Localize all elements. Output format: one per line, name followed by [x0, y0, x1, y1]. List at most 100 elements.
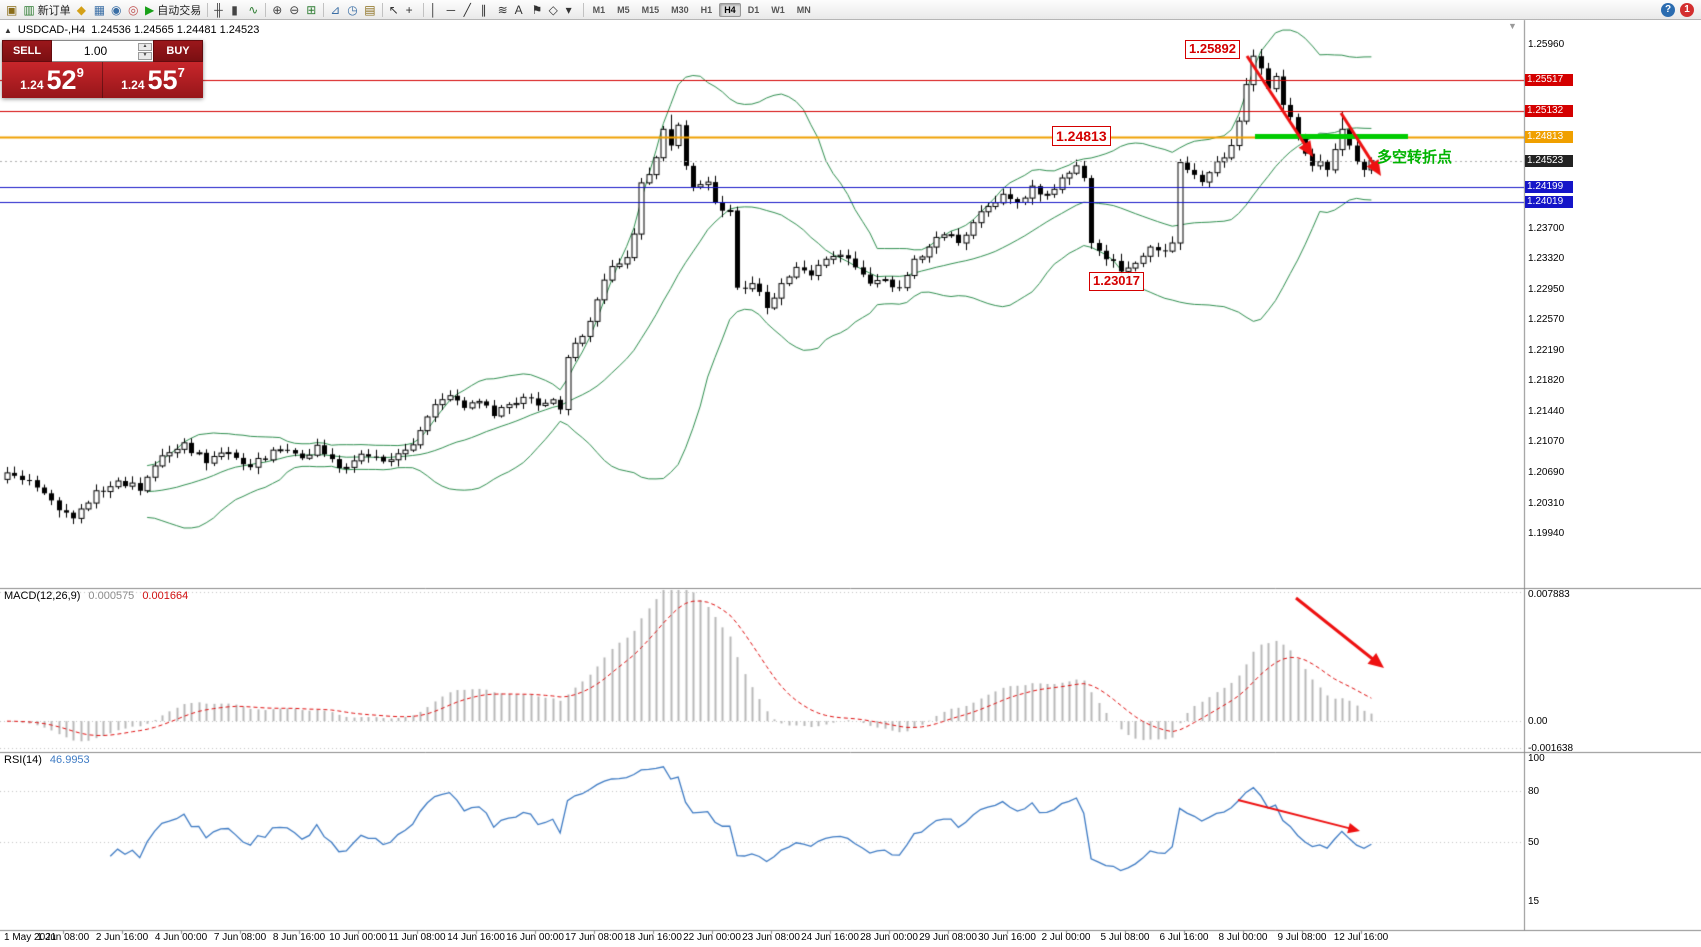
cursor-icon: ↖	[388, 2, 399, 17]
price-axis-label: 1.22190	[1528, 345, 1565, 357]
timeframe-m15-button[interactable]: M15	[637, 3, 665, 17]
rsi-indicator-label: RSI(14) 46.9953	[4, 754, 90, 766]
time-axis-label: 2 Jun 16:00	[95, 932, 149, 943]
shapes-button[interactable]: ◇	[546, 1, 563, 18]
time-axis-label: 24 Jun 16:00	[801, 932, 859, 943]
notification-badge[interactable]: 1	[1680, 2, 1694, 17]
time-axis-label: 18 Jun 16:00	[624, 932, 682, 943]
label-button[interactable]: ⚑	[529, 1, 546, 18]
time-axis-label: 1 Jun 08:00	[36, 932, 90, 943]
text-button[interactable]: A	[512, 1, 529, 18]
volume-up-button[interactable]: ▲	[138, 42, 152, 51]
bar-chart-mode-button[interactable]: ╫	[211, 1, 228, 18]
zoom-out-icon: ⊖	[289, 2, 300, 17]
time-axis-label: 4 Jun 00:00	[154, 932, 208, 943]
indicators-icon: ⊿	[330, 2, 341, 17]
data-window-button[interactable]: ▦	[91, 1, 108, 18]
help-badge[interactable]: ?	[1661, 2, 1675, 17]
price-axis-label: 1.22570	[1528, 314, 1565, 326]
crosshair-icon: +	[405, 2, 413, 17]
periods-icon: ◷	[347, 2, 358, 17]
vertical-line-button[interactable]: │	[427, 1, 444, 18]
channel-button[interactable]: ∥	[478, 1, 495, 18]
compass-icon: ◆	[76, 2, 86, 17]
buy-price-sup: 7	[177, 65, 185, 80]
horizontal-line-button[interactable]: ─	[444, 1, 461, 18]
arrows-dropdown-button[interactable]: ▾	[563, 1, 580, 18]
timeframe-mn-button[interactable]: MN	[792, 3, 816, 17]
text-icon: A	[514, 2, 523, 17]
timeframe-m1-button[interactable]: M1	[588, 3, 611, 17]
sound-button[interactable]: ◉	[108, 1, 125, 18]
macd-axis-label: -0.001638	[1528, 743, 1574, 754]
tile-windows-button[interactable]: ⊞	[303, 1, 320, 18]
toolbar-buttons: ▣ ▥ 新订单 ◆ ▦ ◉ ◎ ▶ 自动交易 ╫ ▮ ∿ ⊕ ⊖ ⊞ ⊿ ◷ ▤ ↖ + │ ─ ╱ ∥ ≋ A ⚑ ◇ ▾	[3, 1, 587, 18]
symbol-trend-icon: ▲	[4, 25, 12, 35]
price-annotation-label[interactable]: 1.23017	[1089, 272, 1144, 291]
fibonacci-button[interactable]: ≋	[495, 1, 512, 18]
timeframe-h4-button[interactable]: H4	[719, 2, 741, 17]
new-order-button[interactable]: ▥ 新订单	[20, 1, 73, 18]
price-axis-label: 1.20690	[1528, 467, 1565, 479]
time-axis-label: 9 Jul 08:00	[1277, 932, 1327, 943]
buy-button[interactable]: BUY	[153, 40, 203, 62]
toolbar-divider	[207, 2, 209, 17]
chart-window-button[interactable]: ▣	[3, 1, 20, 18]
time-axis-label: 8 Jul 00:00	[1218, 932, 1268, 943]
macd-label: MACD(12,26,9)	[4, 590, 81, 602]
price-axis-label: 1.20310	[1528, 497, 1565, 509]
timeframe-h1-button[interactable]: H1	[696, 3, 718, 17]
time-axis-label: 28 Jun 00:00	[860, 932, 918, 943]
templates-button[interactable]: ▤	[361, 1, 378, 18]
turning-point-note[interactable]: 多空转折点	[1377, 149, 1453, 166]
toolbar-divider	[381, 2, 383, 17]
timeframe-m5-button[interactable]: M5	[612, 3, 635, 17]
price-axis-label: 1.23320	[1528, 253, 1565, 265]
zoom-out-button[interactable]: ⊖	[286, 1, 303, 18]
trendline-button[interactable]: ╱	[461, 1, 478, 18]
buy-price[interactable]: 1.24 55 7	[102, 62, 203, 98]
price-annotation-label[interactable]: 1.25892	[1185, 40, 1240, 59]
timeframe-w1-button[interactable]: W1	[766, 3, 790, 17]
crosshair-button[interactable]: +	[403, 1, 420, 18]
timeframe-m30-button[interactable]: M30	[666, 3, 694, 17]
price-tag: 1.24523	[1525, 154, 1573, 167]
price-axis-label: 1.21820	[1528, 375, 1565, 387]
record-icon: ◎	[128, 2, 139, 17]
toolbar-divider	[265, 2, 267, 17]
shapes-icon: ◇	[548, 2, 558, 17]
chevron-down-icon: ▾	[565, 2, 572, 17]
volume-field[interactable]: ▲ ▼	[52, 40, 153, 62]
indicators-button[interactable]: ⊿	[327, 1, 344, 18]
zoom-in-icon: ⊕	[272, 2, 283, 17]
sell-price-sup: 9	[76, 65, 84, 80]
candlestick-mode-button[interactable]: ▮	[228, 1, 245, 18]
new-order-button-label: 新订单	[37, 4, 71, 17]
time-axis-label: 8 Jun 16:00	[272, 932, 326, 943]
line-chart-mode-button[interactable]: ∿	[245, 1, 262, 18]
volume-input[interactable]	[53, 43, 138, 59]
one-click-trading-panel: SELL ▲ ▼ BUY 1.24 52 9 1.24 55 7	[2, 40, 203, 98]
trendline-icon: ╱	[463, 2, 471, 17]
zoom-in-button[interactable]: ⊕	[269, 1, 286, 18]
sell-button[interactable]: SELL	[2, 40, 52, 62]
toolbar-divider	[582, 2, 584, 17]
templates-icon: ▤	[364, 2, 376, 17]
price-axis-label: 1.21070	[1528, 436, 1565, 448]
record-button[interactable]: ◎	[125, 1, 142, 18]
sell-price[interactable]: 1.24 52 9	[2, 62, 102, 98]
time-axis-label: 16 Jun 00:00	[506, 932, 564, 943]
timeframe-d1-button[interactable]: D1	[743, 3, 765, 17]
periods-button[interactable]: ◷	[344, 1, 361, 18]
line-chart-mode-icon: ∿	[248, 2, 259, 17]
rsi-axis-label: 80	[1528, 785, 1540, 797]
cursor-button[interactable]: ↖	[386, 1, 403, 18]
price-annotation-label[interactable]: 1.24813	[1052, 126, 1111, 147]
autotrading-button[interactable]: ▶ 自动交易	[142, 1, 204, 18]
compass-button[interactable]: ◆	[74, 1, 91, 18]
time-axis-label: 23 Jun 08:00	[742, 932, 800, 943]
fibonacci-icon: ≋	[497, 2, 508, 17]
volume-down-button[interactable]: ▼	[138, 51, 152, 60]
price-axis-label: 1.22950	[1528, 283, 1565, 295]
